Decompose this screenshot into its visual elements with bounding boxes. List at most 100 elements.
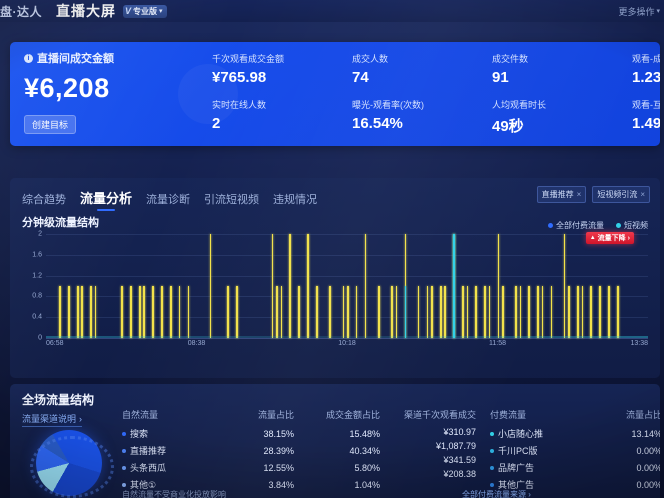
series-bullet-icon xyxy=(490,482,494,487)
chart-y-tick: 1.6 xyxy=(32,251,42,259)
chevron-down-icon: ▾ xyxy=(159,7,163,15)
kpi-cell: 成交人数 74 xyxy=(350,52,490,98)
row-per-thousand: ¥208.38 xyxy=(443,469,476,479)
table-row[interactable]: 小店随心推 13.14% 23.04% xyxy=(490,425,660,442)
kpi-cell: 观看-互动率(人数) 1.49% xyxy=(630,98,660,144)
table-row: ¥1,087.79 xyxy=(380,439,476,453)
traffic-drop-alert-badge[interactable]: ▲ 流量下降 › xyxy=(585,232,634,244)
tab-comprehensive-trend[interactable]: 综合趋势 xyxy=(22,194,66,206)
table-row[interactable]: 品牌广告 0.00% 0.00% xyxy=(490,459,660,476)
row-share: 3.84% xyxy=(268,479,294,490)
bottom-section-title: 全场流量结构 xyxy=(22,393,95,407)
chart-y-tick: 0.8 xyxy=(32,292,42,300)
chart-bar xyxy=(453,234,455,338)
chart-bar xyxy=(417,286,420,338)
traffic-tables: 自然流量 流量占比 成交金额占比 搜索 38.15% 15.48% 直播推荐 2… xyxy=(122,408,660,493)
row-per-thousand: ¥341.59 xyxy=(443,455,476,465)
table-row[interactable]: 其他广告 0.00% 0.00% xyxy=(490,476,660,493)
tab-violations[interactable]: 违规情况 xyxy=(273,194,318,206)
chart-baseline xyxy=(46,336,648,338)
legend-label: 全部付费流量 xyxy=(556,221,604,230)
chart-bar xyxy=(364,234,367,338)
traffic-channel-help-link[interactable]: 流量渠道说明 › xyxy=(22,412,83,427)
more-operations-button[interactable]: 更多操作 ▾ xyxy=(618,5,660,18)
table-row[interactable]: 搜索 38.15% 15.48% xyxy=(122,425,380,442)
chart-bar xyxy=(404,286,407,338)
chart-bar xyxy=(280,286,283,338)
chart-bar xyxy=(271,234,274,338)
row-share: 0.00% xyxy=(636,479,660,490)
chart-bar xyxy=(541,286,544,338)
primary-metric: i 直播间成交金额 ¥6,208 创建目标 xyxy=(24,50,214,134)
row-amount-share: 15.48% xyxy=(349,428,380,439)
chart-section-title: 分钟级流量结构 xyxy=(22,217,99,229)
chart-bar xyxy=(68,286,70,338)
legend-item-short-video[interactable]: 短视频 xyxy=(616,220,648,231)
pro-v-icon: V xyxy=(125,6,132,16)
series-bullet-icon xyxy=(122,482,126,487)
chart-bar xyxy=(608,286,610,338)
overall-traffic-structure-panel: 全场流量结构 流量渠道说明 › 自然流量 流量占比 成交金额占比 搜索 38.1… xyxy=(10,384,660,498)
chart-bar xyxy=(537,286,539,338)
row-label: 其他广告 xyxy=(498,480,535,490)
column-header-per-thousand: 渠道千次观看成交 xyxy=(403,410,476,420)
close-icon[interactable]: × xyxy=(576,190,582,199)
chart-x-tick: 11:58 xyxy=(489,340,506,347)
primary-metric-label-row: i 直播间成交金额 xyxy=(24,50,214,66)
chart-bar xyxy=(316,286,318,338)
chart-bar xyxy=(391,286,393,338)
chart-bar xyxy=(289,234,292,338)
legend-label: 短视频 xyxy=(624,221,648,230)
chart-plot-area[interactable] xyxy=(46,234,648,339)
close-icon[interactable]: × xyxy=(640,190,645,199)
chart-bar xyxy=(568,286,570,338)
series-bullet-icon xyxy=(122,465,126,470)
info-icon[interactable]: i xyxy=(24,53,33,63)
chevron-right-icon: › xyxy=(79,413,83,424)
kpi-value: ¥765.98 xyxy=(212,69,267,86)
chart-y-tick: 2 xyxy=(38,230,42,238)
legend-item-paid[interactable]: 全部付费流量 xyxy=(548,220,604,231)
kpi-label: 人均观看时长 xyxy=(492,100,547,110)
filter-chip-live-recommend[interactable]: 直播推荐 × xyxy=(536,186,587,203)
chart-legend: 全部付费流量 短视频 xyxy=(548,220,648,231)
chip-label: 短视频引流 xyxy=(597,190,638,199)
chart-bar xyxy=(377,286,380,338)
chart-bar xyxy=(466,286,469,338)
row-name-cell: 品牌广告 xyxy=(490,461,586,474)
kpi-cell: 曝光-观看率(次数) 16.54% xyxy=(350,98,490,144)
tab-traffic-diagnosis[interactable]: 流量诊断 xyxy=(146,194,191,206)
tab-traffic-analysis[interactable]: 流量分析 xyxy=(80,188,132,210)
chart-bar xyxy=(209,234,212,338)
kpi-cell: 人均观看时长 49秒 xyxy=(490,98,630,144)
row-name-cell: 小店随心推 xyxy=(490,427,586,440)
table-row[interactable]: 直播推荐 28.39% 40.34% xyxy=(122,442,380,459)
kpi-label: 观看-成交率(人数) xyxy=(632,54,660,64)
chart-bar xyxy=(161,286,163,338)
chart-bar xyxy=(152,286,154,338)
chart-bar xyxy=(178,286,181,338)
create-goal-button[interactable]: 创建目标 xyxy=(24,115,77,134)
row-name-cell: 搜索 xyxy=(122,427,218,440)
table-row[interactable]: 头条西瓜 12.55% 5.80% xyxy=(122,459,380,476)
table-header-row: 渠道千次观看成交 xyxy=(380,408,476,425)
donut-chart-icon[interactable] xyxy=(28,430,114,498)
row-label: 其他① xyxy=(130,480,157,490)
chart-bar xyxy=(599,286,601,338)
all-paid-sources-link[interactable]: 全部付费流量来源 › xyxy=(462,490,531,498)
row-share: 12.55% xyxy=(263,462,294,473)
filter-chip-short-video-traffic[interactable]: 短视频引流 × xyxy=(592,186,650,203)
row-label: 品牌广告 xyxy=(498,463,535,473)
natural-traffic-footnote: 自然流量不受商业化投放影响 xyxy=(122,490,226,498)
table-header-row: 自然流量 流量占比 成交金额占比 xyxy=(122,408,380,425)
pro-version-badge[interactable]: V 专业版 ▾ xyxy=(123,4,167,18)
table-row[interactable]: 千川PC版 0.00% 0.00% xyxy=(490,442,660,459)
chart-bar xyxy=(130,286,132,338)
kpi-value: 74 xyxy=(352,69,369,86)
chart-bar xyxy=(439,286,442,338)
table-row[interactable]: 其他① 3.84% 1.04% xyxy=(122,476,380,493)
tab-short-video[interactable]: 引流短视频 xyxy=(204,194,260,206)
chart-x-axis: 06:58 08:38 10:18 11:58 13:38 xyxy=(46,340,648,354)
brand-label: 盘·达人 xyxy=(0,4,42,19)
chart-bar xyxy=(121,286,123,338)
